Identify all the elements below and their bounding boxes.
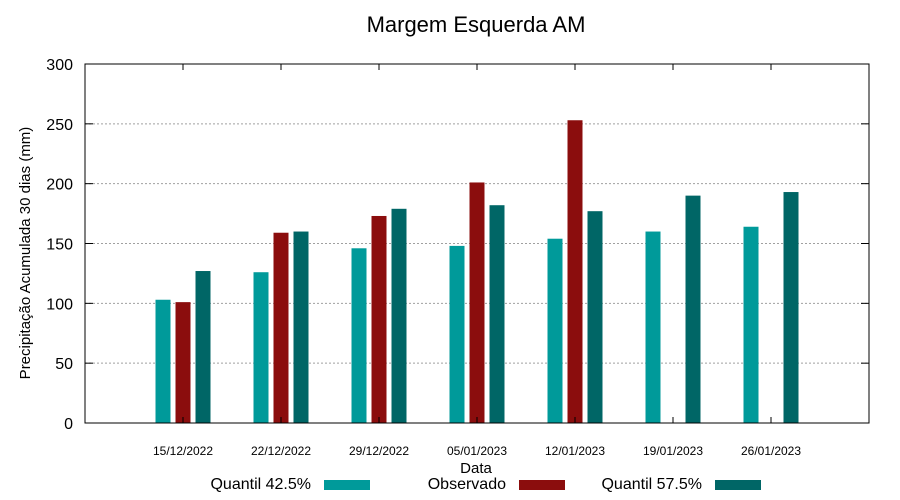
bar (273, 232, 289, 423)
legend-label: Quantil 42.5% (210, 476, 311, 493)
bar (253, 272, 269, 423)
bar (449, 245, 465, 423)
legend-swatch (519, 480, 565, 490)
y-tick-label: 0 (64, 416, 73, 433)
bar (645, 231, 661, 423)
x-tick-label: 12/01/2023 (545, 444, 605, 458)
bar (587, 211, 603, 423)
bar (391, 208, 407, 423)
x-tick-label: 15/12/2022 (153, 444, 213, 458)
bar (567, 120, 583, 423)
legend-label: Observado (428, 476, 506, 493)
bars (155, 120, 799, 423)
y-tick-label: 100 (46, 296, 73, 313)
x-tick-label: 26/01/2023 (741, 444, 801, 458)
y-axis-ticks: 0 50 100 150 200 250 300 (46, 57, 869, 433)
x-axis-ticks: 15/12/2022 22/12/2022 29/12/2022 05/01/2023… (153, 64, 801, 458)
bar (371, 215, 387, 423)
y-tick-label: 150 (46, 237, 73, 254)
bar (293, 231, 309, 423)
y-tick-label: 200 (46, 177, 73, 194)
legend-swatch (324, 480, 370, 490)
legend-swatch (715, 480, 761, 490)
bar (195, 271, 211, 423)
y-tick-label: 50 (55, 356, 73, 373)
bar (469, 182, 485, 423)
bar (685, 195, 701, 423)
legend-label: Quantil 57.5% (601, 476, 702, 493)
chart-title: Margem Esquerda AM (367, 12, 586, 37)
y-tick-label: 250 (46, 117, 73, 134)
bar (489, 205, 505, 423)
bar (783, 192, 799, 423)
x-tick-label: 29/12/2022 (349, 444, 409, 458)
bar (175, 302, 191, 423)
y-tick-label: 300 (46, 57, 73, 74)
x-tick-label: 19/01/2023 (643, 444, 703, 458)
x-axis-label: Data (460, 460, 492, 477)
bar (743, 226, 759, 423)
y-axis-label: Precipitação Acumulada 30 dias (mm) (17, 127, 34, 380)
x-tick-label: 05/01/2023 (447, 444, 507, 458)
bar (155, 299, 171, 423)
legend: Quantil 42.5% Observado Quantil 57.5% (210, 476, 761, 493)
bar (351, 248, 367, 423)
x-tick-label: 22/12/2022 (251, 444, 311, 458)
bar (547, 238, 563, 423)
